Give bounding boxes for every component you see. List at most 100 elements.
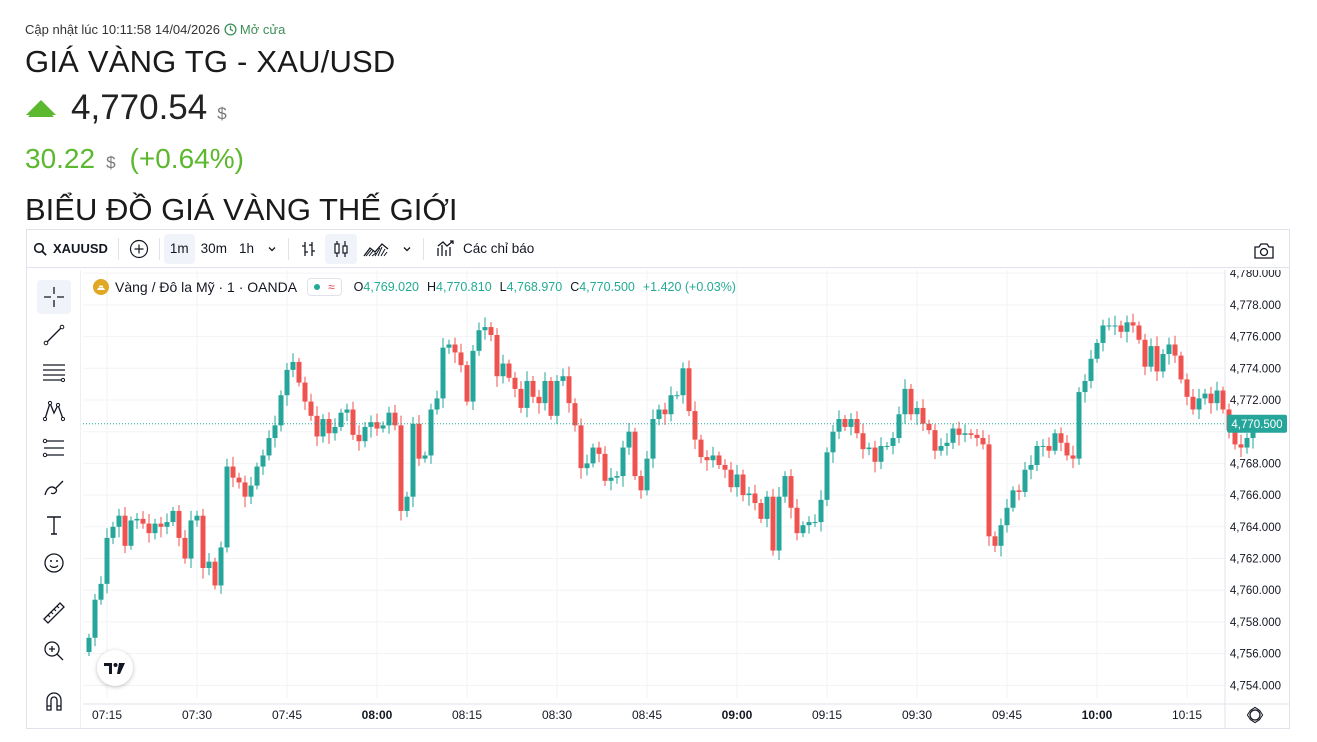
candle-body bbox=[968, 433, 974, 435]
search-icon bbox=[33, 242, 47, 255]
candle-body bbox=[1244, 438, 1250, 448]
candle-body bbox=[734, 474, 740, 488]
candle-body bbox=[698, 439, 704, 458]
projection-icon bbox=[42, 438, 64, 458]
chart-legend: Vàng / Đô la Mỹ · 1 · OANDA ≈ O4,769.020… bbox=[93, 278, 736, 296]
bars-style-button[interactable] bbox=[293, 234, 325, 264]
candle-body bbox=[584, 463, 590, 469]
interval-1m[interactable]: 1m bbox=[163, 233, 195, 264]
last-price-tag bbox=[1227, 414, 1287, 433]
screenshot-button[interactable] bbox=[1247, 236, 1281, 266]
candle-body bbox=[578, 425, 584, 469]
candle-body bbox=[554, 380, 560, 416]
price-tick-label: 4,772.000 bbox=[1230, 395, 1281, 407]
settings-gear-icon[interactable] bbox=[1246, 706, 1264, 724]
candle-body bbox=[608, 477, 614, 481]
text-tool[interactable] bbox=[37, 508, 71, 542]
update-info: Cập nhật lúc 10:11:58 14/04/2026 Mở cửa bbox=[25, 22, 285, 37]
interval-30m[interactable]: 30m bbox=[195, 234, 233, 264]
candle-body bbox=[722, 464, 728, 470]
trend-line-icon bbox=[43, 324, 65, 346]
candle-body bbox=[236, 477, 242, 483]
candle-body bbox=[728, 469, 734, 488]
candle-body bbox=[992, 536, 998, 546]
area-chart-icon bbox=[363, 242, 389, 256]
candle-body bbox=[1214, 390, 1220, 404]
interval-1h[interactable]: 1h bbox=[233, 234, 260, 264]
candle-body bbox=[470, 350, 476, 402]
price-tick-label: 4,754.000 bbox=[1230, 680, 1281, 692]
candle-body bbox=[842, 419, 848, 427]
candle-body bbox=[146, 523, 152, 534]
candle-body bbox=[1190, 396, 1196, 410]
legend-controls[interactable]: ≈ bbox=[307, 278, 342, 296]
candle-body bbox=[542, 380, 548, 404]
compare-button[interactable] bbox=[123, 234, 155, 264]
tradingview-logo[interactable] bbox=[97, 650, 133, 686]
price-tick-label: 4,766.000 bbox=[1230, 490, 1281, 502]
candle-body bbox=[524, 380, 530, 408]
chart-type-dropdown[interactable] bbox=[395, 234, 419, 264]
indicators-icon bbox=[437, 239, 454, 256]
candle-body bbox=[1208, 393, 1214, 404]
forecast-tool[interactable] bbox=[37, 432, 71, 466]
section-title: BIỂU ĐỒ GIÁ VÀNG THẾ GIỚI bbox=[25, 192, 458, 227]
candle-body bbox=[1040, 445, 1046, 447]
settings-gear-icon[interactable] bbox=[1249, 709, 1261, 721]
candle-body bbox=[1076, 392, 1082, 459]
candle-body bbox=[1160, 354, 1166, 372]
price-change-percent: (+0.64%) bbox=[129, 143, 244, 174]
candlestick-chart[interactable]: 4,754.000 4,756.000 4,758.000 4,760.000 4,76… bbox=[83, 270, 1289, 728]
candle-body bbox=[446, 344, 452, 348]
tradingview-logo-icon bbox=[104, 663, 125, 674]
candle-body bbox=[566, 376, 572, 404]
candle-body bbox=[170, 510, 176, 523]
candle-body bbox=[1064, 442, 1070, 456]
candle-body bbox=[110, 526, 116, 538]
emoji-tool[interactable] bbox=[37, 546, 71, 580]
close-label: C bbox=[570, 280, 580, 294]
candle-body bbox=[332, 426, 338, 434]
brush-tool[interactable] bbox=[37, 470, 71, 504]
area-style-button[interactable] bbox=[357, 234, 395, 264]
price-tick-label: 4,762.000 bbox=[1230, 554, 1281, 566]
toolbar-divider bbox=[287, 237, 289, 260]
clock-icon bbox=[224, 23, 237, 36]
candle-body bbox=[872, 447, 878, 462]
crosshair-icon bbox=[44, 287, 64, 307]
candle-body bbox=[176, 510, 182, 538]
candle-body bbox=[926, 423, 932, 431]
interval-label: 1h bbox=[238, 241, 254, 256]
candle-body bbox=[1022, 469, 1028, 492]
interval-dropdown[interactable] bbox=[260, 234, 284, 264]
price-tick-label: 4,776.000 bbox=[1230, 332, 1281, 344]
crosshair-tool[interactable] bbox=[37, 280, 71, 314]
candles-style-button[interactable] bbox=[324, 233, 357, 264]
pattern-tool[interactable] bbox=[37, 394, 71, 428]
candle-body bbox=[560, 376, 566, 381]
candle-body bbox=[404, 496, 410, 511]
ruler-tool[interactable] bbox=[37, 596, 71, 630]
magnet-tool[interactable] bbox=[37, 684, 71, 718]
candle-body bbox=[152, 523, 158, 534]
price-tick-label: 4,764.000 bbox=[1230, 522, 1281, 534]
trend-line-tool[interactable] bbox=[37, 318, 71, 352]
candle-body bbox=[758, 503, 764, 519]
price-tick-label: 4,778.000 bbox=[1230, 300, 1281, 312]
legend-symbol-name[interactable]: Vàng / Đô la Mỹ · 1 · OANDA bbox=[115, 279, 298, 295]
candle-body bbox=[158, 523, 164, 527]
candle-body bbox=[866, 447, 872, 450]
zoom-tool[interactable] bbox=[37, 634, 71, 668]
candle-body bbox=[368, 422, 374, 427]
candle-body bbox=[1052, 433, 1058, 451]
symbol-search[interactable]: XAUUSD bbox=[27, 234, 114, 264]
chart-pane[interactable]: 4,754.000 4,756.000 4,758.000 4,760.000 4,76… bbox=[83, 270, 1289, 728]
market-open-dot-icon bbox=[314, 284, 321, 290]
fib-tool[interactable] bbox=[37, 356, 71, 390]
candle-body bbox=[1196, 398, 1202, 410]
candle-body bbox=[938, 445, 944, 451]
candle-body bbox=[410, 423, 416, 497]
indicators-button[interactable]: Các chỉ báo bbox=[428, 234, 542, 264]
candle-body bbox=[428, 409, 434, 456]
candle-body bbox=[662, 409, 668, 415]
